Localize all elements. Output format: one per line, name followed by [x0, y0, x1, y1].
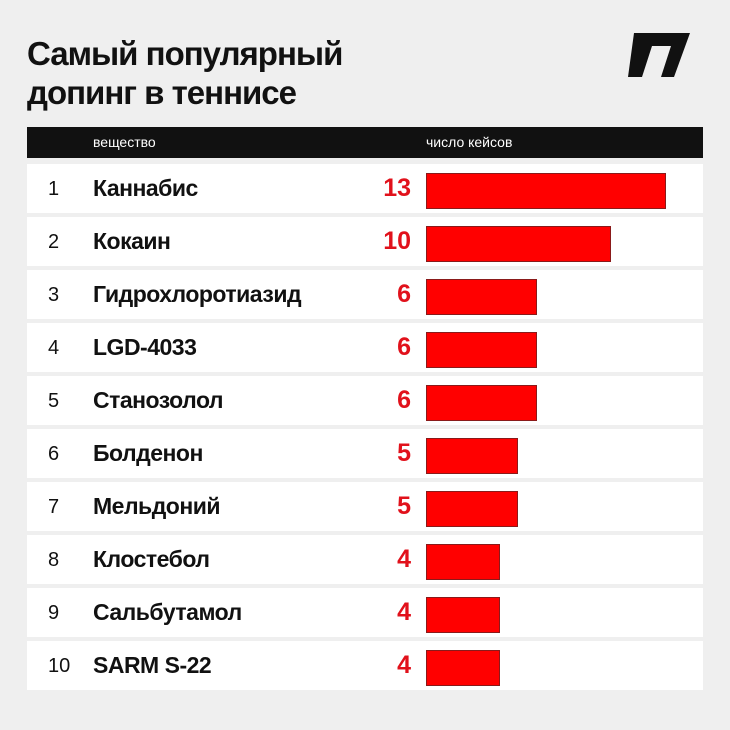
bar	[426, 491, 518, 527]
row-substance-name: LGD-4033	[93, 334, 197, 360]
row-substance-name: SARM S-22	[93, 652, 212, 678]
table-row: 8 Клостебол 4	[27, 535, 703, 584]
bar	[426, 173, 666, 209]
row-value-label: 6	[397, 386, 411, 414]
bar	[426, 279, 537, 315]
row-value-label: 6	[397, 280, 411, 308]
row-value-label: 5	[397, 439, 411, 467]
row-substance-name: Кокаин	[93, 228, 171, 254]
brand-logo-icon	[628, 33, 690, 77]
bar	[426, 385, 537, 421]
chart-title: Самый популярный допинг в теннисе	[27, 34, 527, 112]
table-row: 10 SARM S-22 4	[27, 641, 703, 690]
row-rank: 4	[48, 337, 60, 359]
row-substance-name: Сальбутамол	[93, 599, 242, 625]
table-header: вещество число кейсов	[27, 127, 703, 158]
bar	[426, 544, 500, 580]
bar	[426, 597, 500, 633]
row-substance-name: Гидрохлоротиазид	[93, 281, 302, 307]
row-rank: 7	[48, 496, 60, 518]
title-line-2: допинг в теннисе	[27, 74, 297, 111]
table-row: 6 Болденон 5	[27, 429, 703, 478]
row-value-label: 6	[397, 333, 411, 361]
row-value-label: 4	[397, 651, 411, 679]
row-value-label: 5	[397, 492, 411, 520]
table-row: 5 Станозолол 6	[27, 376, 703, 425]
row-rank: 5	[48, 390, 60, 412]
row-rank: 1	[48, 178, 60, 200]
header-cases: число кейсов	[426, 134, 513, 150]
row-substance-name: Станозолол	[93, 387, 224, 413]
row-substance-name: Каннабис	[93, 175, 198, 201]
row-rank: 6	[48, 443, 60, 465]
bar	[426, 332, 537, 368]
title-line-1: Самый популярный	[27, 35, 343, 72]
bar	[426, 650, 500, 686]
table-row: 3 Гидрохлоротиазид 6	[27, 270, 703, 319]
row-rank: 9	[48, 602, 60, 624]
row-substance-name: Болденон	[93, 440, 203, 466]
row-value-label: 13	[383, 174, 411, 202]
bar	[426, 226, 611, 262]
row-value-label: 4	[397, 545, 411, 573]
row-substance-name: Клостебол	[93, 546, 210, 572]
header-substance: вещество	[93, 134, 156, 150]
brand-logo-shape	[628, 33, 690, 77]
row-substance-name: Мельдоний	[93, 493, 221, 519]
bar	[426, 438, 518, 474]
row-rank: 3	[48, 284, 60, 306]
row-rank: 8	[48, 549, 60, 571]
row-rank: 10	[48, 655, 71, 677]
table-row: 9 Сальбутамол 4	[27, 588, 703, 637]
table-row: 4 LGD-4033 6	[27, 323, 703, 372]
row-rank: 2	[48, 231, 60, 253]
table-row: 2 Кокаин 10	[27, 217, 703, 266]
table-row: 1 Каннабис 13	[27, 164, 703, 213]
row-value-label: 10	[383, 227, 411, 255]
row-value-label: 4	[397, 598, 411, 626]
table-row: 7 Мельдоний 5	[27, 482, 703, 531]
